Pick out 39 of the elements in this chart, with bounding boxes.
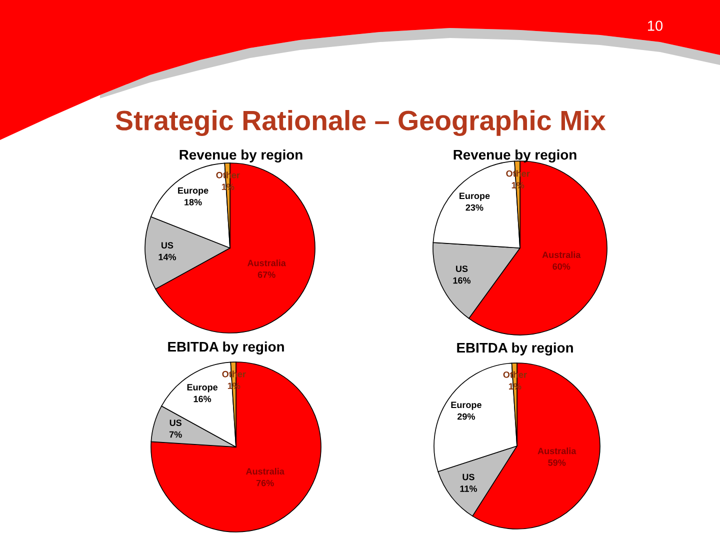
slice-label: Australia (542, 251, 581, 258)
slice-label: Australia (246, 468, 284, 475)
slice-label: Other (503, 371, 527, 378)
slice-label: Other (216, 172, 240, 178)
data-label: 1% (512, 182, 524, 188)
chart-title: Revenue by region (454, 149, 576, 163)
chart-title: EBITDA by region (168, 341, 284, 355)
slice-label: US (170, 420, 182, 426)
slice-label: Other (222, 370, 246, 378)
slice-label: US (462, 474, 474, 480)
data-label: 67% (258, 272, 276, 278)
data-label: 23% (466, 204, 484, 211)
data-label: 76% (256, 480, 274, 486)
pie-slice (150, 362, 322, 532)
data-label: 29% (457, 413, 475, 420)
data-label: 7% (169, 431, 182, 438)
slice-label: US (456, 266, 468, 272)
slice-label: US (161, 242, 174, 249)
chart-title: EBITDA by region (457, 342, 573, 356)
slice-label: Europe (187, 384, 218, 392)
data-label: 16% (194, 396, 212, 402)
data-label: 1% (228, 382, 240, 389)
text: 10 (648, 20, 663, 31)
data-label: 60% (552, 263, 570, 270)
slice-label: Australia (538, 448, 576, 454)
data-label: 14% (158, 254, 176, 260)
slice-label: Australia (247, 260, 286, 266)
data-label: 18% (184, 198, 202, 206)
slice-label: Europe (178, 187, 208, 196)
slice-label: Other (506, 170, 530, 177)
data-label: 11% (460, 486, 478, 492)
data-label: 1% (509, 383, 522, 390)
data-label: 16% (453, 277, 471, 284)
chart-title: Revenue by region (180, 149, 302, 163)
slice-label: Europe (451, 402, 482, 410)
data-label: 59% (548, 459, 566, 466)
text: Strategic Rationale – Geographic Mix (116, 110, 606, 136)
slice-label: Europe (460, 192, 490, 201)
data-label: 1% (222, 184, 234, 190)
